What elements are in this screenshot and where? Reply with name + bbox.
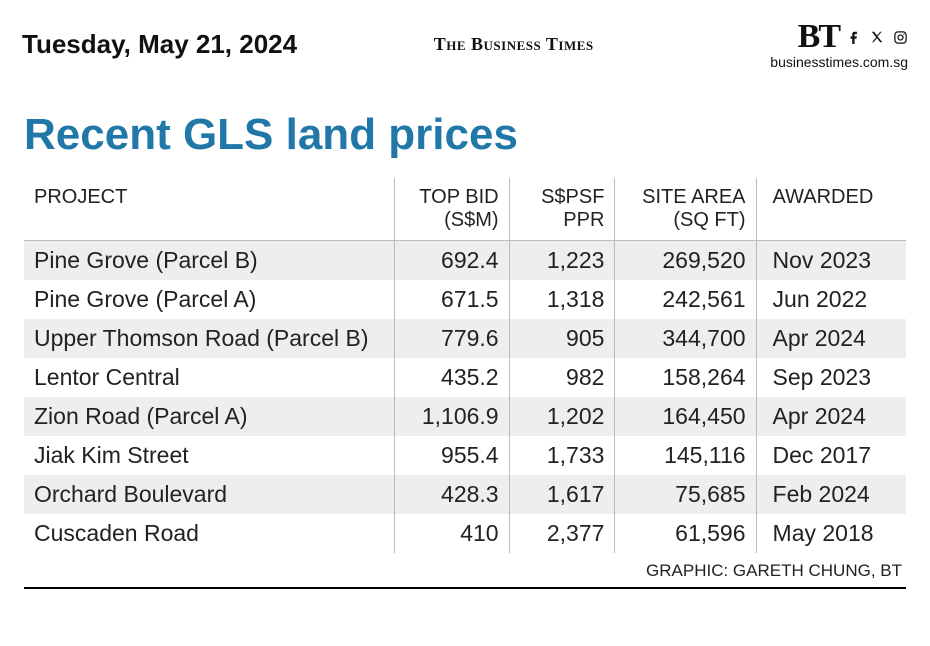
cell-psf: 2,377 (509, 514, 615, 553)
cell-top-bid: 671.5 (394, 280, 509, 319)
col-header-area-l1: SITE AREA (642, 186, 745, 208)
bt-logo: BT (798, 18, 839, 56)
cell-psf: 1,318 (509, 280, 615, 319)
cell-psf: 982 (509, 358, 615, 397)
bottom-rule (24, 587, 906, 589)
cell-awarded: Feb 2024 (756, 475, 906, 514)
brand-top-row: BT (798, 18, 908, 56)
table-row: Orchard Boulevard428.31,61775,685Feb 202… (24, 475, 906, 514)
chart-title: Recent GLS land prices (24, 110, 906, 160)
content-area: Recent GLS land prices PROJECT TOP BID (… (0, 80, 930, 589)
col-header-psf-l1: S$PSF (541, 186, 604, 208)
cell-awarded: Sep 2023 (756, 358, 906, 397)
cell-area: 344,700 (615, 319, 756, 358)
table-row: Pine Grove (Parcel B)692.41,223269,520No… (24, 241, 906, 281)
facebook-icon (846, 29, 862, 45)
cell-awarded: Apr 2024 (756, 319, 906, 358)
cell-project: Zion Road (Parcel A) (24, 397, 394, 436)
cell-area: 242,561 (615, 280, 756, 319)
x-icon (869, 29, 885, 45)
table-row: Zion Road (Parcel A)1,106.91,202164,450A… (24, 397, 906, 436)
cell-psf: 1,617 (509, 475, 615, 514)
graphic-credit: GRAPHIC: GARETH CHUNG, BT (24, 553, 906, 587)
cell-psf: 1,202 (509, 397, 615, 436)
table-row: Cuscaden Road4102,37761,596May 2018 (24, 514, 906, 553)
cell-project: Upper Thomson Road (Parcel B) (24, 319, 394, 358)
cell-area: 75,685 (615, 475, 756, 514)
table-row: Pine Grove (Parcel A)671.51,318242,561Ju… (24, 280, 906, 319)
table-header-row: PROJECT TOP BID (S$M) S$PSF PPR SITE ARE… (24, 178, 906, 241)
cell-psf: 905 (509, 319, 615, 358)
cell-awarded: Apr 2024 (756, 397, 906, 436)
publication-date: Tuesday, May 21, 2024 (22, 29, 297, 60)
instagram-icon (892, 29, 908, 45)
cell-area: 269,520 (615, 241, 756, 281)
table-body: Pine Grove (Parcel B)692.41,223269,520No… (24, 241, 906, 554)
col-header-project: PROJECT (24, 178, 394, 241)
cell-top-bid: 410 (394, 514, 509, 553)
cell-area: 61,596 (615, 514, 756, 553)
cell-top-bid: 692.4 (394, 241, 509, 281)
cell-top-bid: 428.3 (394, 475, 509, 514)
brand-block: BT businesstimes.com.sg (770, 18, 908, 70)
col-header-psf-l2: PPR (520, 209, 605, 232)
cell-area: 145,116 (615, 436, 756, 475)
cell-area: 158,264 (615, 358, 756, 397)
cell-project: Pine Grove (Parcel A) (24, 280, 394, 319)
cell-area: 164,450 (615, 397, 756, 436)
col-header-top-bid: TOP BID (S$M) (394, 178, 509, 241)
cell-awarded: Dec 2017 (756, 436, 906, 475)
cell-project: Cuscaden Road (24, 514, 394, 553)
cell-project: Lentor Central (24, 358, 394, 397)
cell-psf: 1,733 (509, 436, 615, 475)
table-row: Lentor Central435.2982158,264Sep 2023 (24, 358, 906, 397)
table-row: Upper Thomson Road (Parcel B)779.6905344… (24, 319, 906, 358)
cell-top-bid: 435.2 (394, 358, 509, 397)
cell-project: Pine Grove (Parcel B) (24, 241, 394, 281)
col-header-psf: S$PSF PPR (509, 178, 615, 241)
cell-psf: 1,223 (509, 241, 615, 281)
masthead: The Business Times (257, 34, 770, 55)
cell-project: Orchard Boulevard (24, 475, 394, 514)
land-prices-table: PROJECT TOP BID (S$M) S$PSF PPR SITE ARE… (24, 178, 906, 553)
header: Tuesday, May 21, 2024 The Business Times… (0, 0, 930, 80)
col-header-top-bid-l1: TOP BID (419, 186, 498, 208)
cell-awarded: Jun 2022 (756, 280, 906, 319)
cell-top-bid: 955.4 (394, 436, 509, 475)
table-row: Jiak Kim Street955.41,733145,116Dec 2017 (24, 436, 906, 475)
col-header-awarded: AWARDED (756, 178, 906, 241)
cell-project: Jiak Kim Street (24, 436, 394, 475)
cell-awarded: Nov 2023 (756, 241, 906, 281)
brand-url: businesstimes.com.sg (770, 54, 908, 70)
cell-top-bid: 779.6 (394, 319, 509, 358)
cell-top-bid: 1,106.9 (394, 397, 509, 436)
col-header-area: SITE AREA (SQ FT) (615, 178, 756, 241)
col-header-top-bid-l2: (S$M) (405, 209, 499, 232)
cell-awarded: May 2018 (756, 514, 906, 553)
col-header-area-l2: (SQ FT) (625, 209, 745, 232)
